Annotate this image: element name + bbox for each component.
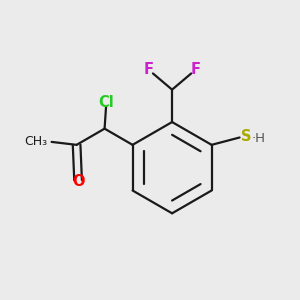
Text: ·H: ·H bbox=[252, 132, 266, 145]
Text: F: F bbox=[190, 61, 201, 76]
Text: S: S bbox=[241, 128, 252, 143]
Text: CH₃: CH₃ bbox=[24, 135, 47, 148]
Text: F: F bbox=[143, 61, 154, 76]
Text: O: O bbox=[72, 174, 84, 189]
Text: Cl: Cl bbox=[98, 95, 114, 110]
